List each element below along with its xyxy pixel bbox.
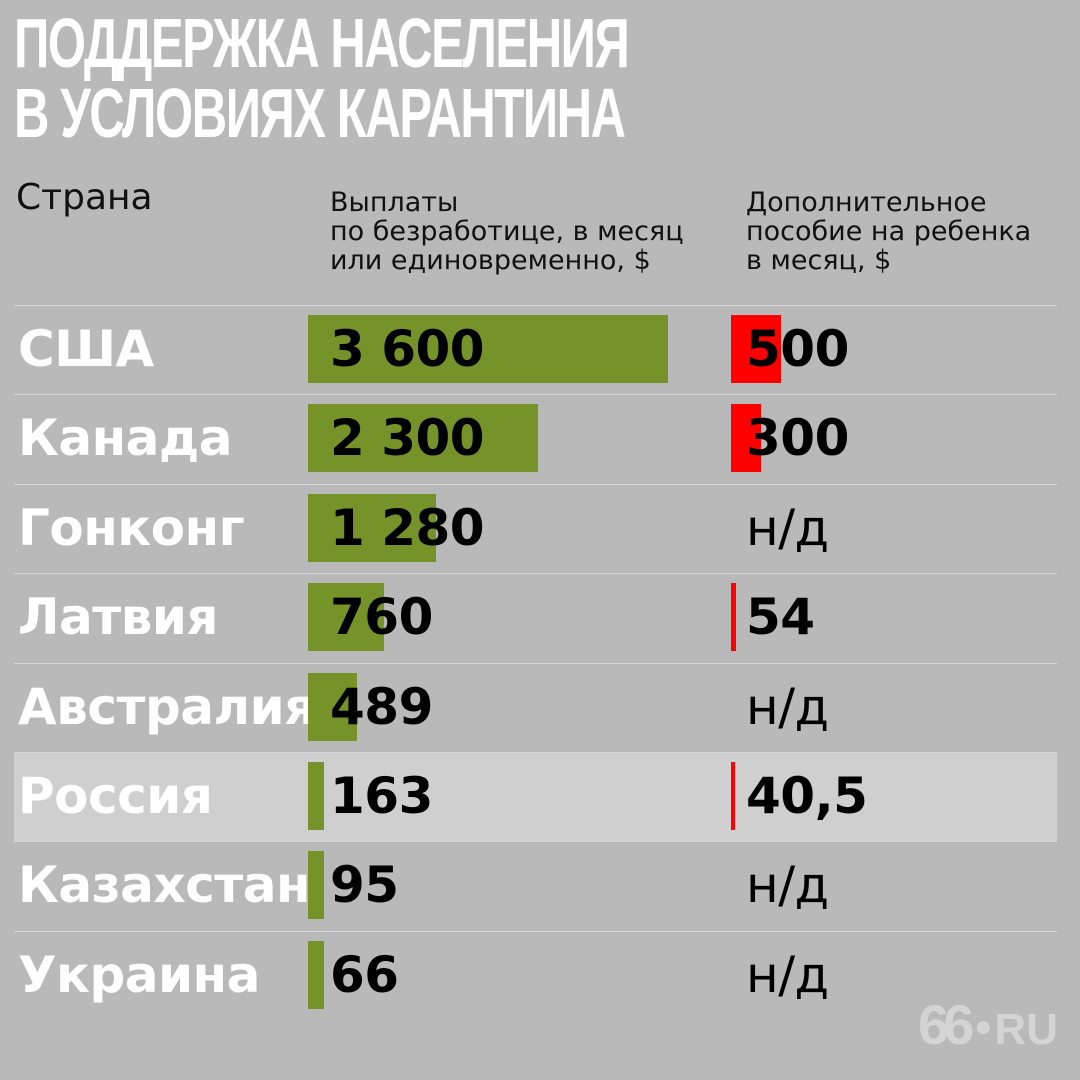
- row-divider: [14, 483, 1057, 485]
- payment-bar: [308, 762, 325, 830]
- payment-value: 163: [330, 767, 433, 825]
- child-bar: [731, 404, 761, 473]
- payment-value: 66: [330, 945, 399, 1004]
- highlight-row: [14, 753, 1057, 842]
- row-divider: [14, 752, 1057, 753]
- payment-bar: [308, 493, 436, 562]
- payment-bar: [308, 404, 538, 473]
- title-line-2: В УСЛОВИЯХ КАРАНТИНА: [14, 74, 626, 152]
- row-divider: [14, 662, 1057, 664]
- country-label: США: [18, 320, 154, 378]
- header-country: Страна: [16, 177, 153, 218]
- country-label: Украина: [18, 945, 260, 1004]
- row-divider: [14, 930, 1057, 932]
- title-line-1: ПОДДЕРЖКА НАСЕЛЕНИЯ: [14, 4, 630, 82]
- header-child: Дополнительное пособие на ребенка в меся…: [746, 188, 1031, 275]
- logo-suffix: RU: [994, 1005, 1058, 1054]
- header-child-line-3: в месяц, $: [746, 245, 892, 276]
- child-value: 54: [746, 588, 815, 647]
- child-bar: [731, 315, 781, 383]
- payment-bar: [308, 315, 668, 383]
- payment-value: 3 600: [330, 320, 485, 378]
- child-value: н/д: [746, 498, 829, 557]
- child-value: н/д: [746, 856, 829, 915]
- header-child-line-1: Дополнительное: [746, 187, 987, 218]
- country-label: Гонконг: [18, 498, 245, 557]
- payment-value: 2 300: [330, 409, 485, 468]
- payment-value: 1 280: [330, 498, 485, 557]
- payment-bar: [308, 583, 384, 652]
- header-payments-line-3: или единовременно, $: [330, 245, 651, 276]
- header-payments-line-2: по безработице, в месяц: [330, 216, 684, 247]
- country-label: Казахстан: [18, 856, 311, 915]
- logo-dot-icon: ●: [974, 1010, 993, 1043]
- country-label: Австралия: [18, 677, 316, 736]
- payment-bar: [308, 672, 357, 741]
- country-label: Латвия: [18, 588, 219, 647]
- row-divider: [14, 573, 1057, 575]
- row-divider: [14, 394, 1057, 396]
- payment-bar: [308, 940, 324, 1009]
- chart-title: ПОДДЕРЖКА НАСЕЛЕНИЯ В УСЛОВИЯХ КАРАНТИНА: [14, 4, 630, 152]
- child-value: н/д: [746, 945, 829, 1004]
- site-logo: 66 ●RU: [918, 992, 1058, 1057]
- child-bar: [731, 762, 736, 830]
- country-label: Канада: [18, 409, 233, 468]
- child-value: 40,5: [746, 767, 868, 825]
- country-label: Россия: [18, 767, 213, 825]
- row-divider: [14, 305, 1057, 306]
- header-payments-line-1: Выплаты: [330, 187, 459, 218]
- payment-value: 95: [330, 856, 399, 915]
- row-divider: [14, 841, 1057, 843]
- header-payments: Выплаты по безработице, в месяц или един…: [330, 188, 684, 275]
- payment-bar: [308, 851, 324, 920]
- payment-value: 760: [330, 588, 433, 647]
- child-bar: [731, 583, 737, 652]
- child-value: 300: [746, 409, 849, 468]
- header-child-line-2: пособие на ребенка: [746, 216, 1032, 247]
- child-value: н/д: [746, 677, 829, 736]
- payment-value: 489: [330, 677, 433, 736]
- logo-number: 66: [918, 993, 974, 1056]
- child-value: 500: [746, 320, 849, 378]
